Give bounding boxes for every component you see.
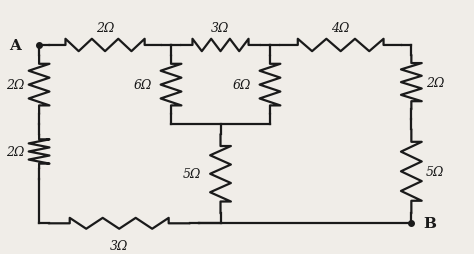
Text: A: A [9,39,21,53]
Text: 5Ω: 5Ω [426,165,444,178]
Text: 5Ω: 5Ω [183,168,201,181]
Text: 2Ω: 2Ω [96,22,114,35]
Text: 6Ω: 6Ω [134,79,152,92]
Text: 3Ω: 3Ω [110,239,128,252]
Text: 6Ω: 6Ω [233,79,251,92]
Text: 2Ω: 2Ω [426,76,444,89]
Text: 2Ω: 2Ω [6,79,25,92]
Text: 3Ω: 3Ω [211,22,230,35]
Text: B: B [424,216,437,230]
Text: 4Ω: 4Ω [331,22,350,35]
Text: 2Ω: 2Ω [6,145,25,158]
